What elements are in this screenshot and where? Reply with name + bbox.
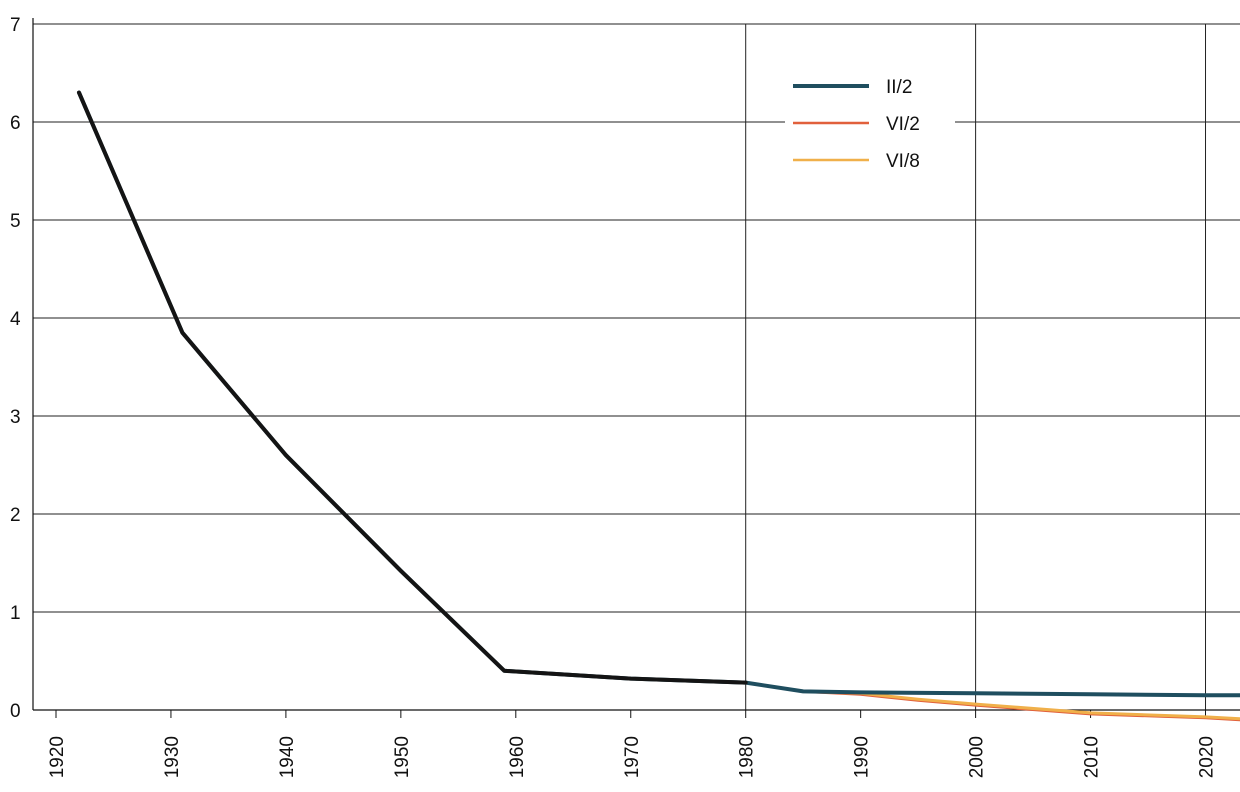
series-lines <box>77 90 1240 722</box>
y-tick-label: 1 <box>10 603 21 624</box>
x-tick-label: 1950 <box>392 736 413 778</box>
x-tick-label: 1940 <box>277 736 298 778</box>
x-tick-label: 2020 <box>1197 736 1218 778</box>
x-tick-label: 1970 <box>622 736 643 778</box>
x-tick-label: 1920 <box>47 736 68 778</box>
x-tick-label: 1990 <box>852 736 873 778</box>
legend-box <box>785 52 955 173</box>
y-tick-label: 6 <box>10 113 21 134</box>
grid <box>33 23 1240 710</box>
legend-label: II/2 <box>886 77 912 98</box>
y-tick-label: 5 <box>10 211 21 232</box>
legend: II/2 VI/2 VI/8 <box>785 52 955 173</box>
x-tick-label: 1960 <box>507 736 528 778</box>
legend-label: VI/8 <box>886 151 920 172</box>
y-tick-label: 4 <box>10 309 21 330</box>
axes: 0 1 2 3 4 5 6 7 1920 1930 1940 1950 1960 1970 1980 1990… <box>10 15 1240 778</box>
x-tick-label: 2010 <box>1082 736 1103 778</box>
series-line-ii-2-early <box>77 90 748 685</box>
legend-label: VI/2 <box>886 114 920 135</box>
x-tick-label: 1930 <box>162 736 183 778</box>
y-tick-label: 3 <box>10 407 21 428</box>
y-tick-label: 0 <box>10 701 21 722</box>
y-tick-label: 2 <box>10 505 21 526</box>
x-tick-label: 1980 <box>737 736 758 778</box>
x-tick-label: 2000 <box>967 736 988 778</box>
y-tick-label: 7 <box>10 15 21 36</box>
series-line-ii-2 <box>77 90 1240 698</box>
